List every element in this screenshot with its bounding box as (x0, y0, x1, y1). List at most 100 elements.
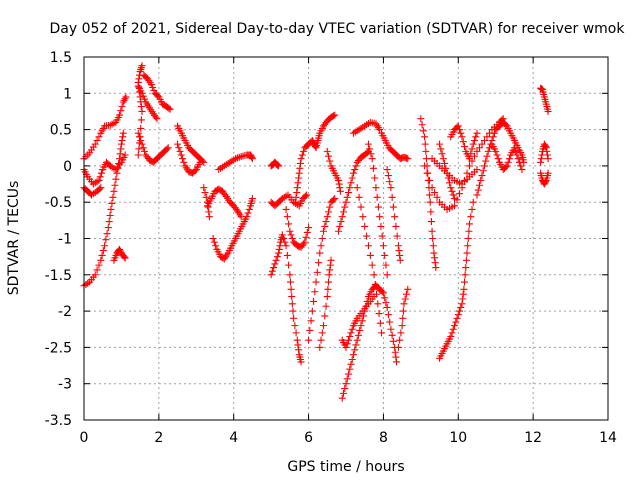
data-point (431, 254, 439, 262)
data-point (301, 192, 309, 200)
data-point (138, 89, 146, 97)
series-arc-17 (267, 191, 311, 210)
data-point (473, 147, 481, 155)
data-point (300, 147, 308, 155)
data-point (427, 208, 435, 216)
data-point (104, 224, 112, 232)
data-point (544, 169, 552, 177)
data-point (396, 256, 404, 264)
data-point (119, 129, 127, 137)
data-point (121, 151, 129, 159)
data-point (179, 155, 187, 163)
data-point (480, 162, 488, 170)
data-point (462, 256, 470, 264)
data-point (297, 358, 305, 366)
data-point (267, 271, 275, 279)
data-point (449, 325, 457, 333)
data-point (448, 187, 456, 195)
data-point (466, 155, 474, 163)
data-point (326, 157, 334, 165)
data-point (221, 191, 229, 199)
data-point (443, 169, 451, 177)
data-point (98, 251, 106, 259)
series-arc-33 (417, 115, 440, 272)
data-point (394, 343, 402, 351)
x-tick-label: 12 (524, 430, 542, 446)
data-point (330, 112, 338, 120)
data-point (520, 158, 528, 166)
x-tick-label: 0 (80, 430, 89, 446)
data-point (292, 329, 300, 337)
data-point (378, 329, 386, 337)
data-point (110, 187, 118, 195)
data-point (150, 86, 158, 94)
y-axis-label: SDTVAR / TECUs (6, 181, 22, 296)
data-point (364, 242, 372, 250)
data-point (280, 235, 288, 242)
data-point (355, 193, 363, 201)
x-tick-label: 14 (599, 430, 617, 446)
data-point (503, 162, 511, 170)
data-point (245, 205, 253, 213)
data-point (353, 336, 361, 344)
data-point (108, 199, 116, 207)
data-point (433, 193, 441, 201)
data-point (288, 300, 296, 308)
series-arc-18 (267, 231, 305, 366)
data-point (383, 271, 391, 279)
data-point (421, 140, 429, 148)
data-point (373, 290, 381, 298)
data-point (109, 193, 117, 201)
data-point (395, 247, 403, 255)
data-point (431, 189, 439, 197)
data-point (275, 162, 283, 170)
data-point (461, 278, 469, 286)
data-point (386, 178, 394, 186)
data-point (502, 163, 510, 171)
data-point (97, 256, 105, 264)
y-tick-label: -1.5 (45, 268, 72, 284)
data-point (113, 169, 121, 177)
data-point (116, 150, 124, 158)
data-point (357, 203, 365, 211)
data-point (153, 115, 161, 123)
data-point (341, 203, 349, 211)
data-point (205, 213, 213, 221)
data-point (121, 95, 129, 103)
y-tick-label: -1 (58, 232, 72, 248)
data-point (248, 155, 256, 163)
data-point (275, 249, 283, 257)
data-point (289, 307, 297, 315)
data-point (427, 218, 435, 226)
series-arc-08 (134, 82, 161, 123)
data-point (120, 253, 128, 261)
data-point (116, 111, 124, 119)
data-point (428, 184, 436, 192)
data-point (542, 178, 550, 186)
series-arc-23 (323, 147, 344, 195)
data-point (91, 271, 99, 279)
data-point (543, 147, 551, 155)
data-point (374, 203, 382, 211)
data-point (467, 150, 475, 158)
data-point (451, 195, 459, 203)
data-point (448, 329, 456, 337)
data-point (324, 285, 332, 293)
data-point (544, 107, 552, 115)
data-point (283, 213, 291, 221)
data-point (342, 198, 350, 206)
data-point (438, 150, 446, 158)
data-point (391, 213, 399, 221)
data-point (285, 220, 293, 228)
data-point (116, 247, 124, 255)
data-point (134, 129, 142, 137)
data-point (489, 133, 497, 141)
data-point (138, 62, 146, 70)
data-point (290, 314, 298, 322)
data-point (96, 173, 104, 181)
data-point (505, 155, 513, 163)
data-point (426, 198, 434, 206)
data-point (95, 133, 103, 141)
data-point (135, 83, 143, 91)
data-point (447, 184, 455, 192)
